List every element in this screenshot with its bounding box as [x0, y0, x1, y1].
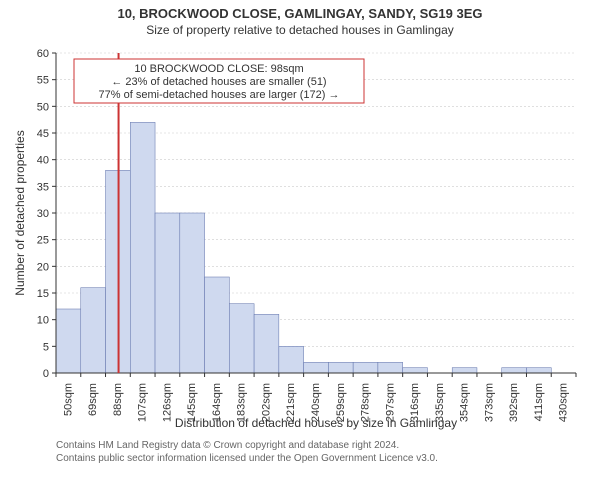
histogram-bar [403, 368, 428, 373]
y-tick-label: 10 [37, 315, 49, 327]
y-tick-label: 0 [43, 368, 49, 380]
y-tick-label: 25 [37, 235, 49, 247]
y-tick-label: 35 [37, 181, 49, 193]
x-tick-label: 69sqm [87, 383, 99, 416]
annotation-line3: 77% of semi-detached houses are larger (… [99, 89, 340, 101]
y-tick-label: 15 [37, 288, 49, 300]
chart-title: 10, BROCKWOOD CLOSE, GAMLINGAY, SANDY, S… [0, 6, 600, 21]
histogram-bar [378, 362, 403, 373]
histogram-bar [229, 304, 254, 373]
y-tick-label: 60 [37, 48, 49, 60]
histogram-bar [279, 346, 304, 373]
histogram-bar [205, 277, 230, 373]
x-tick-label: 88sqm [112, 383, 124, 416]
y-tick-label: 45 [37, 128, 49, 140]
y-tick-label: 30 [37, 208, 49, 220]
x-tick-label: 411sqm [533, 383, 545, 421]
y-tick-label: 5 [43, 341, 49, 353]
histogram-bar [56, 309, 81, 373]
histogram-bar [502, 368, 527, 373]
histogram-bar [155, 213, 180, 373]
histogram-bar [526, 368, 551, 373]
x-tick-label: 430sqm [558, 383, 570, 422]
x-tick-label: 107sqm [137, 383, 149, 422]
histogram-bar [254, 314, 279, 373]
histogram-bar [81, 288, 106, 373]
y-tick-label: 50 [37, 101, 49, 113]
histogram-bar [452, 368, 477, 373]
annotation-line2: ← 23% of detached houses are smaller (51… [111, 76, 326, 88]
footer-attribution: Contains HM Land Registry data © Crown c… [56, 439, 590, 465]
x-axis-label: Distribution of detached houses by size … [175, 416, 457, 430]
footer-line2: Contains public sector information licen… [56, 452, 590, 465]
histogram-bar [304, 362, 329, 373]
chart-subtitle: Size of property relative to detached ho… [0, 23, 600, 37]
x-tick-label: 354sqm [459, 383, 471, 422]
y-tick-label: 55 [37, 75, 49, 87]
histogram-bar [328, 362, 353, 373]
y-tick-label: 20 [37, 261, 49, 273]
y-tick-label: 40 [37, 155, 49, 167]
x-tick-label: 126sqm [161, 383, 173, 422]
footer-line1: Contains HM Land Registry data © Crown c… [56, 439, 590, 452]
histogram-chart: 0 5 10 15 20 25 30 35 40 45 50 55 60 50sqm 69sqm 88sqm 1… [10, 43, 590, 433]
x-tick-label: 50sqm [62, 383, 74, 416]
x-tick-label: 392sqm [508, 383, 520, 422]
histogram-bar [180, 213, 205, 373]
y-axis-label: Number of detached properties [13, 130, 27, 295]
histogram-bar [353, 362, 378, 373]
chart-container: 0 5 10 15 20 25 30 35 40 45 50 55 60 50sqm 69sqm 88sqm 1… [10, 43, 590, 433]
x-tick-label: 373sqm [483, 383, 495, 422]
annotation-line1: 10 BROCKWOOD CLOSE: 98sqm [134, 63, 303, 75]
histogram-bar [130, 122, 155, 373]
